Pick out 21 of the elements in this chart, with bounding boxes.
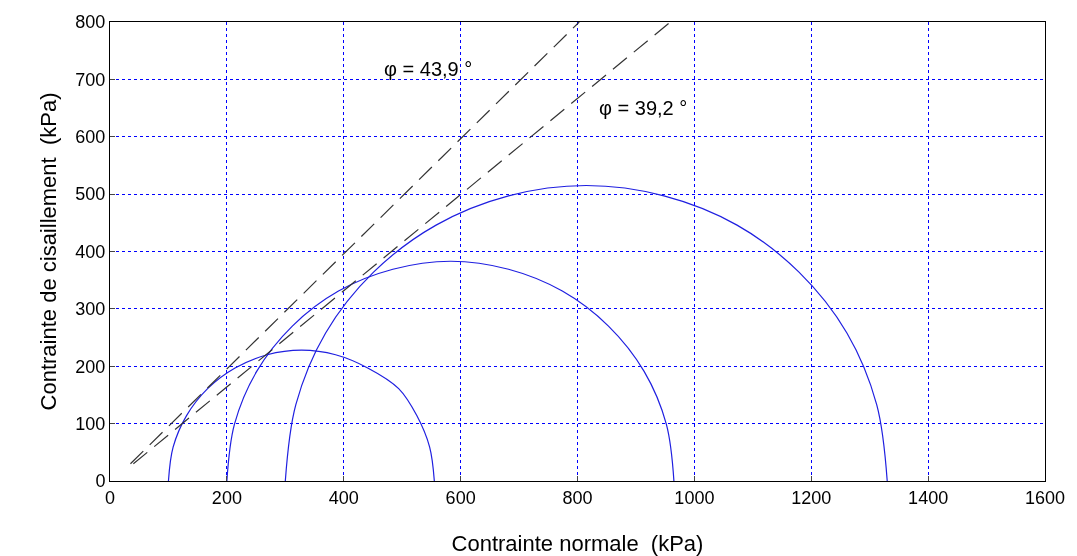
x-axis-title: Contrainte normale (kPa) [451,531,704,556]
x-tick-label: 600 [445,487,476,508]
annotation: φ = 39,2 ° [599,97,688,119]
y-tick-label: 200 [75,356,106,377]
y-tick-label: 700 [75,69,106,90]
x-tick-label: 1600 [1024,487,1066,508]
x-tick-label: 1200 [791,487,832,508]
x-tick-label: 1000 [674,487,715,508]
y-tick-label: 0 [95,471,106,492]
y-tick-label: 800 [75,12,106,33]
y-tick-label: 300 [75,299,106,320]
x-tick-label: 400 [328,487,359,508]
x-tick-label: 1400 [908,487,949,508]
y-tick-label: 500 [75,184,106,205]
y-tick-label: 100 [75,413,106,434]
annotation: φ = 43,9 ° [384,58,473,80]
y-tick-label: 600 [75,127,106,148]
x-tick-label: 200 [211,487,242,508]
x-tick-label: 800 [562,487,593,508]
y-tick-label: 400 [75,241,106,262]
y-axis-title: Contrainte de cisaillement (kPa) [36,92,61,411]
